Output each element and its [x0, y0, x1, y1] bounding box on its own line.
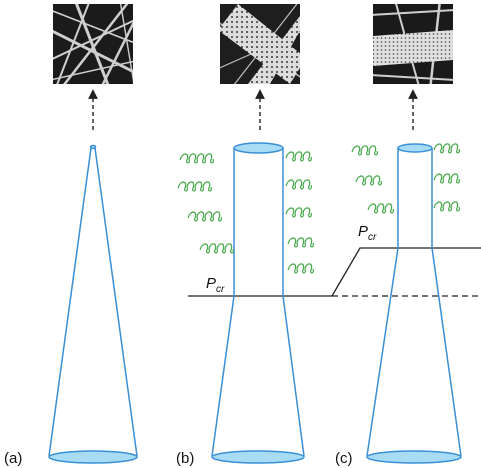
- polymer-coil-icon: [199, 243, 235, 254]
- jet-cone-a: [48, 144, 138, 464]
- micrograph-a: [53, 4, 133, 84]
- threshold-lines: [188, 247, 481, 297]
- polymer-coil-icon: [177, 181, 213, 192]
- polymer-coil-icon: [287, 263, 315, 274]
- polymer-coil-icon: [187, 211, 223, 222]
- panel-label-b: (b): [176, 450, 194, 467]
- dashed-arrow-icon: [88, 89, 418, 130]
- polymer-coil-icon: [433, 201, 461, 212]
- polymer-coil-icon: [285, 207, 313, 218]
- polymer-coil-icon: [355, 175, 383, 186]
- polymer-coil-icon: [433, 143, 461, 154]
- polymer-coil-icon: [285, 151, 313, 162]
- micrograph-c: [373, 4, 453, 84]
- polymer-coil-icon: [285, 179, 313, 190]
- jet-cone-b: [211, 142, 305, 464]
- polymer-coil-icon: [433, 173, 461, 184]
- panel-label-c: (c): [335, 450, 353, 467]
- polymer-coil-icon: [287, 237, 315, 248]
- polymer-coil-icon: [179, 153, 215, 164]
- polymer-coil-icon: [351, 145, 379, 156]
- micrograph-b: [220, 4, 300, 84]
- jet-cone-c: [366, 143, 462, 464]
- pcr-label-c: Pcr: [358, 223, 377, 243]
- polymer-coils: [177, 143, 461, 274]
- pcr-label-b: Pcr: [206, 275, 225, 295]
- panel-label-a: (a): [4, 450, 22, 467]
- polymer-coil-icon: [367, 203, 395, 214]
